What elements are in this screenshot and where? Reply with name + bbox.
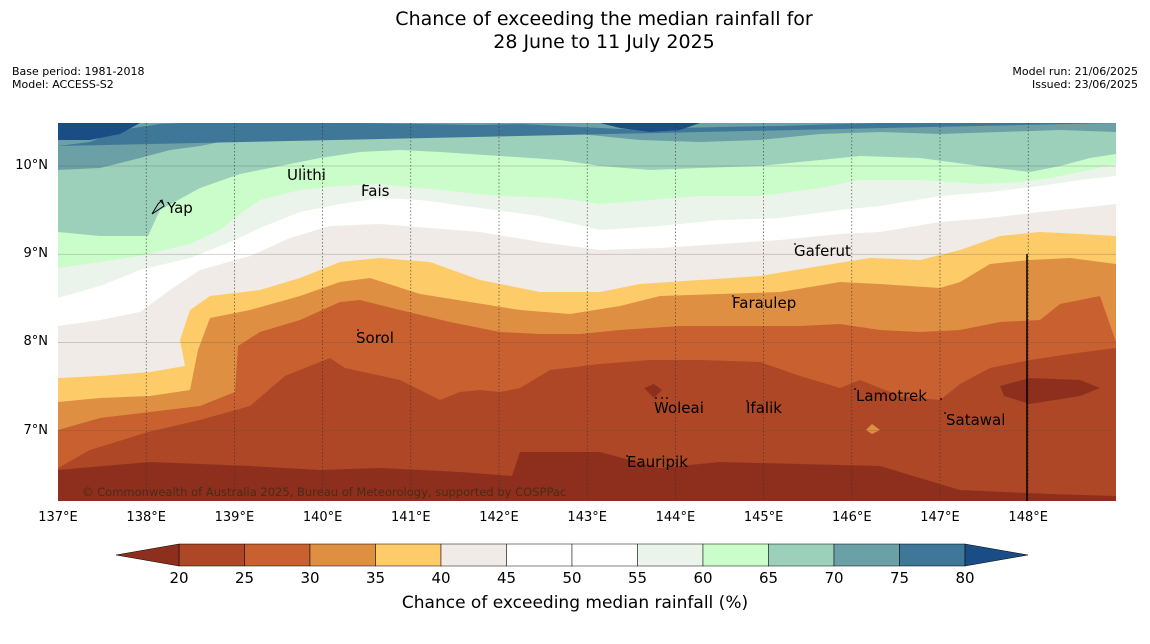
place-label-lamotrek: Lamotrek <box>856 387 927 405</box>
colorbar-tick-label: 60 <box>693 569 713 587</box>
band-over-80-east <box>600 123 700 132</box>
lon-tick-label: 148°E <box>1008 510 1048 525</box>
colorbar-segment <box>375 543 442 567</box>
issued-date: Issued: 23/06/2025 <box>1031 78 1138 91</box>
place-label-fais: Fais <box>361 182 390 200</box>
lon-tick-label: 141°E <box>391 510 431 525</box>
colorbar-tick-label: 70 <box>824 569 844 587</box>
colorbar-segment <box>244 543 311 567</box>
lat-tick-label: 8°N <box>23 334 49 350</box>
model-name: Model: ACCESS-S2 <box>12 78 114 91</box>
place-label-eauripik: Eauripik <box>627 453 688 471</box>
island-dots <box>302 165 946 457</box>
place-label-ulithi: Ulithi <box>287 166 326 184</box>
lat-tick-label: 9°N <box>23 246 49 262</box>
colorbar-tick-label: 25 <box>234 569 255 587</box>
base-period: Base period: 1981-2018 <box>12 65 145 78</box>
lon-tick-label: 143°E <box>567 510 607 525</box>
place-label-gaferut: Gaferut <box>794 242 851 260</box>
title-line-1: Chance of exceeding the median rainfall … <box>395 8 813 30</box>
colorbar-segment <box>833 543 900 567</box>
place-label-sorol: Sorol <box>356 329 394 347</box>
lon-tick-label: 145°E <box>743 510 784 525</box>
colorbar-tick-label: 50 <box>562 569 582 587</box>
lon-tick-label: 146°E <box>832 510 872 525</box>
colorbar-segment <box>178 543 245 567</box>
colorbar-tick-label: 55 <box>627 569 648 587</box>
patch-lamotrek <box>866 424 880 434</box>
colorbar-segment <box>637 543 704 567</box>
lon-tick-label: 138°E <box>126 510 166 525</box>
title-line-2: 28 June to 11 July 2025 <box>493 31 715 53</box>
colorbar-tick-label: 30 <box>300 569 320 587</box>
colorbar-label: Chance of exceeding median rainfall (%) <box>401 593 749 613</box>
colorbar-tick-label: 20 <box>169 569 189 587</box>
patch-woleai-low <box>644 384 662 398</box>
lat-tick-label: 10°N <box>15 158 48 173</box>
place-label-yap: Yap <box>167 199 193 217</box>
colorbar-tick-label: 35 <box>365 569 386 587</box>
colorbar-tick-label: 75 <box>889 569 910 587</box>
patch-east-low <box>1000 378 1100 404</box>
yap-island <box>151 199 165 215</box>
grid-lines <box>58 123 1116 501</box>
lat-tick-label: 7°N <box>23 422 49 438</box>
colorbar-over-arrow <box>964 543 1029 567</box>
lon-tick-label: 147°E <box>920 510 960 525</box>
map-title: Chance of exceeding the median rainfall … <box>0 8 1150 54</box>
copyright-notice: © Commonwealth of Australia 2025, Bureau… <box>82 485 567 499</box>
lon-tick-label: 137°E <box>38 510 78 525</box>
place-label-woleai: Woleai <box>654 399 704 417</box>
model-info-right: Model run: 21/06/2025 Issued: 23/06/2025 <box>1012 65 1138 91</box>
lon-tick-label: 142°E <box>479 510 519 525</box>
colorbar-under-arrow <box>115 543 180 567</box>
lon-tick-label: 140°E <box>302 510 343 525</box>
lon-tick-label: 144°E <box>655 510 696 525</box>
colorbar-tick-label: 45 <box>496 569 517 587</box>
band-over-80 <box>58 123 140 140</box>
colorbar-segment <box>440 543 507 567</box>
model-run: Model run: 21/06/2025 <box>1012 65 1138 78</box>
colorbar-segment <box>506 543 573 567</box>
place-label-ifalik: Ifalik <box>746 399 782 417</box>
colorbar-tick-label: 65 <box>758 569 779 587</box>
colorbar-segment <box>899 543 966 567</box>
colorbar-tick-label: 80 <box>955 569 975 587</box>
colorbar <box>115 543 1029 567</box>
colorbar-segment <box>571 543 638 567</box>
place-label-faraulep: Faraulep <box>732 294 797 312</box>
colorbar-tick-label: 40 <box>431 569 451 587</box>
colorbar-segment <box>702 543 769 567</box>
place-label-satawal: Satawal <box>946 411 1006 429</box>
model-info-left: Base period: 1981-2018 Model: ACCESS-S2 <box>12 65 144 91</box>
colorbar-segment <box>309 543 376 567</box>
colorbar-segment <box>768 543 835 567</box>
lon-tick-label: 139°E <box>214 510 255 525</box>
